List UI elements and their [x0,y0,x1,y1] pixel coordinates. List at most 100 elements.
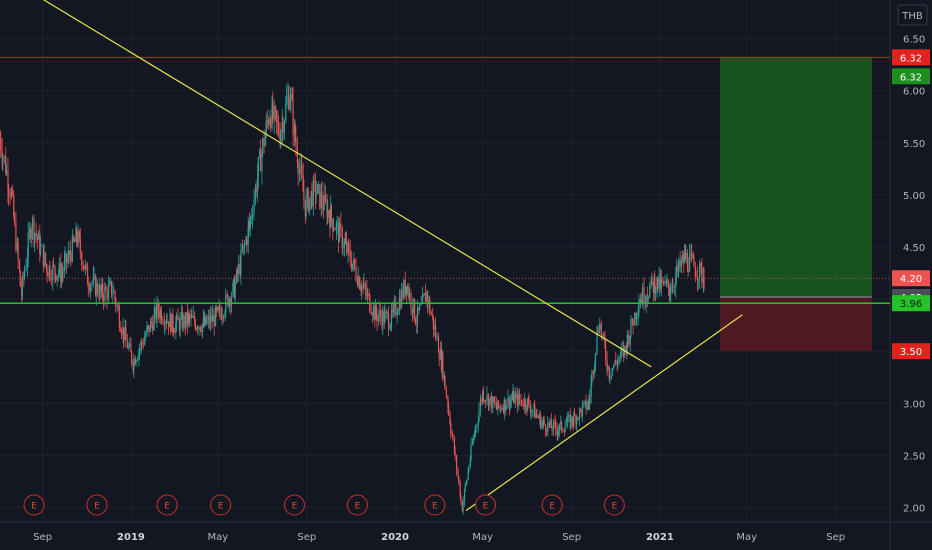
candle-body [148,325,150,333]
candle-body [196,327,199,330]
earnings-marker-letter: E [432,502,438,512]
earnings-marker-letter: E [611,502,617,512]
candle-body [144,335,147,339]
earnings-marker[interactable]: E [210,494,232,516]
candle-body [550,419,552,428]
candle-body [336,222,338,224]
loss-zone[interactable] [719,296,872,352]
candle-body [341,228,343,249]
candle-body [615,360,617,363]
candle-body [464,484,466,491]
candle-body [573,414,576,416]
candle-body [58,273,60,276]
candle-body [267,120,269,121]
candle-body [25,266,27,270]
candle-body [643,286,645,304]
candle-body [163,322,165,326]
candle-body [523,399,526,407]
candle-body [33,218,35,241]
candle-body [470,443,472,459]
candle-body [196,327,198,330]
candle-body [75,228,77,242]
candle-body [547,422,549,433]
earnings-marker[interactable]: E [346,494,368,516]
candle-body [589,396,591,404]
earnings-marker[interactable]: E [86,494,108,516]
candle-body [606,359,608,369]
candle-body [374,306,376,320]
candle-body [122,327,124,335]
ascending-trendline[interactable] [465,314,743,512]
candle-body [458,476,460,484]
candle-body [490,396,492,409]
candle-body [422,295,424,296]
time-axis[interactable]: Sep 2019 May Sep 2020 May Sep 2021 May Sep [33,532,845,543]
candle-body [579,408,581,410]
candle-body [551,427,553,431]
candle-body [455,455,458,470]
candle-body [326,201,328,219]
candle-body [427,292,429,304]
candle-body [641,299,643,304]
candle-body [302,175,304,192]
candle-body [253,200,255,215]
descending-trendline[interactable] [4,0,652,368]
candle-body [518,394,520,406]
candle-body [542,419,545,423]
candle-body [539,414,542,428]
candle-body [34,233,36,241]
candle-body [566,416,568,424]
candle-body [583,402,585,405]
candle-body [590,382,592,397]
candle-body [416,323,418,325]
earnings-marker[interactable]: E [475,494,497,516]
x-tick-label: Sep [826,532,845,543]
candle-body [408,293,411,298]
earnings-marker[interactable]: E [541,494,563,516]
candle-body [476,424,478,427]
drawing-lines[interactable] [0,0,890,512]
candle-body [670,292,672,294]
candle-body [375,305,377,316]
candle-body [601,334,603,336]
candle-body [480,400,482,402]
candle-body [262,138,264,153]
candle-body [256,176,259,192]
price-labels: 6.326.324.204.023.963.50 [892,49,930,360]
earnings-marker[interactable]: E [283,494,305,516]
candle-body [570,416,572,427]
earnings-marker-circle [424,494,446,516]
candle-body [641,286,644,304]
price-label-text: 3.96 [900,299,922,310]
candle-body [150,321,152,324]
earnings-marker[interactable]: E [23,494,45,516]
earnings-marker[interactable]: E [603,494,625,516]
candle-body [11,190,13,194]
position-zones[interactable] [719,57,872,352]
candle-body [557,432,559,435]
candle-body [699,262,701,279]
candle-body [177,315,179,321]
candle-body [71,236,73,262]
earnings-marker[interactable]: E [156,494,178,516]
candle-body [355,267,357,280]
currency-badge[interactable]: THB [897,4,928,26]
candle-body [323,194,325,210]
candle-body [222,316,225,318]
candle-body [202,324,204,333]
candle-body [384,312,386,323]
candle-body [452,434,454,439]
candle-body [647,296,649,299]
profit-zone[interactable] [719,57,872,297]
candle-body [224,312,226,317]
candle-body [319,184,321,208]
candle-body [203,318,205,326]
candle-body [283,120,285,133]
candle-body [575,415,577,425]
candle-body [142,343,144,345]
candle-body [86,265,89,285]
candle-body [338,222,340,242]
earnings-marker[interactable]: E [424,494,446,516]
